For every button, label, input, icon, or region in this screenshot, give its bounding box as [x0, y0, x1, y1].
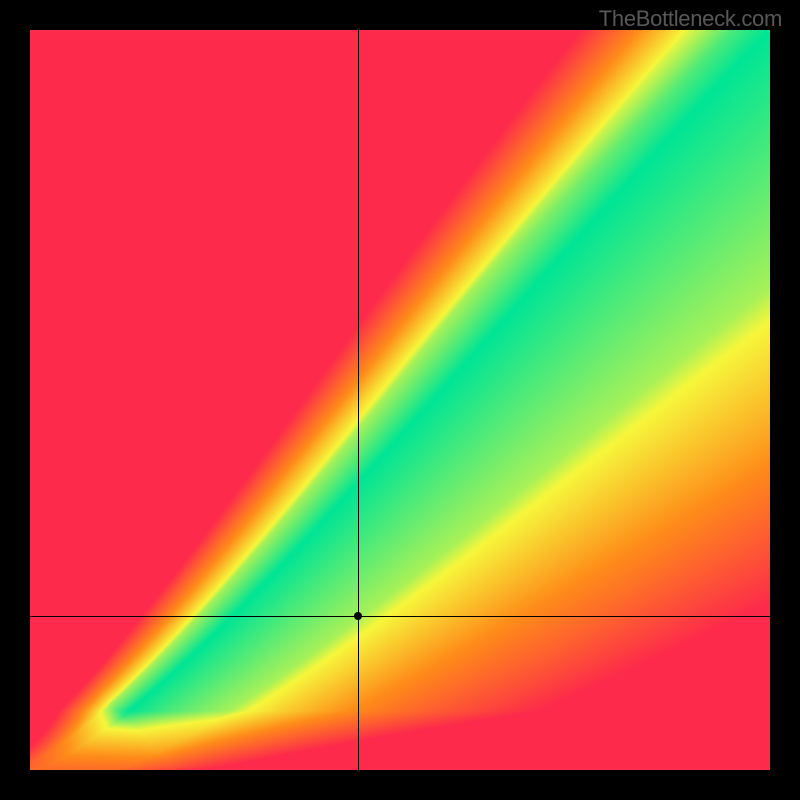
- watermark-text: TheBottleneck.com: [599, 6, 782, 32]
- crosshair-vertical: [358, 30, 359, 770]
- crosshair-horizontal: [30, 616, 770, 617]
- crosshair-marker: [354, 612, 362, 620]
- heatmap-canvas: [30, 30, 770, 770]
- heatmap-plot: [30, 30, 770, 770]
